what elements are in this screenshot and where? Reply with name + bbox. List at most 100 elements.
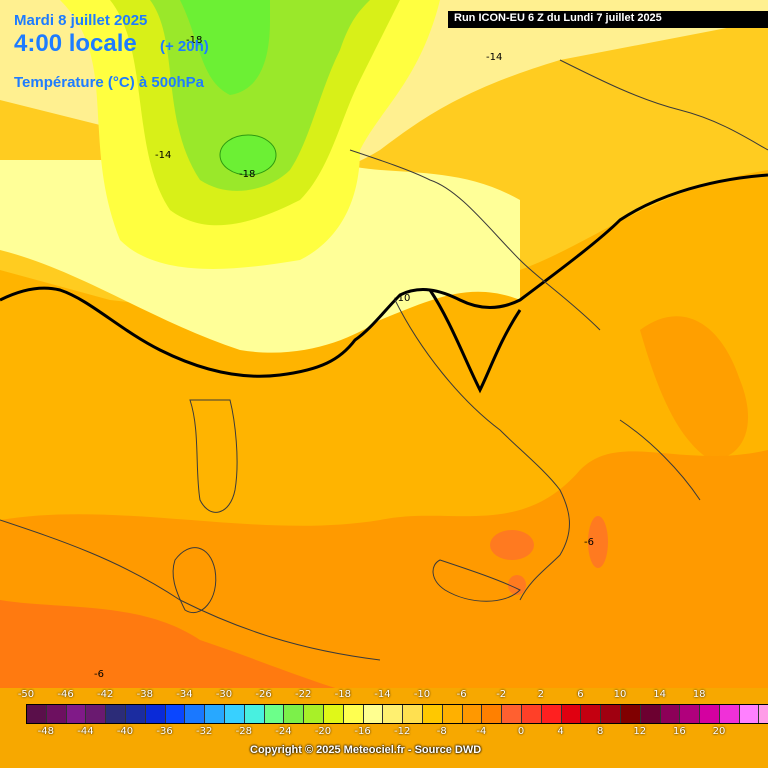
color-swatch (106, 705, 126, 723)
run-info: Run ICON-EU 6 Z du Lundi 7 juillet 2025 (454, 12, 662, 24)
color-swatch (581, 705, 602, 723)
scale-label-top: -42 (97, 689, 114, 700)
parameter-title: Température (°C) à 500hPa (14, 74, 204, 91)
color-swatch (502, 705, 522, 723)
orange-patch-balkans (640, 316, 749, 460)
color-swatch (422, 705, 443, 723)
color-swatch (125, 705, 146, 723)
legend-background (0, 688, 768, 768)
scale-label-top: -14 (374, 689, 391, 700)
color-swatch (759, 705, 768, 723)
color-swatch (363, 705, 384, 723)
color-swatch (482, 705, 503, 723)
color-swatch (700, 705, 720, 723)
forecast-date: Mardi 8 juillet 2025 (14, 12, 148, 29)
warm-patch-ionian (588, 516, 608, 568)
forecast-lead-time: (+ 20h) (160, 38, 209, 55)
color-swatch (383, 705, 404, 723)
color-swatch (27, 705, 47, 723)
scale-label-bottom: 12 (633, 726, 647, 737)
color-swatch (224, 705, 245, 723)
scale-label-top: -18 (334, 689, 351, 700)
scale-label-top: -50 (17, 689, 35, 700)
scale-label-bottom: 8 (597, 726, 604, 737)
color-swatch (660, 705, 681, 723)
color-scale-bar (26, 704, 768, 724)
contour-label: -6 (584, 537, 594, 548)
contour-label: -10 (394, 293, 410, 304)
contour-label: -14 (486, 52, 502, 63)
cold-core-north (180, 0, 270, 95)
color-swatch (541, 705, 562, 723)
contour-label: -18 (186, 35, 202, 46)
color-swatch (521, 705, 542, 723)
color-swatch (601, 705, 621, 723)
copyright-notice: Copyright © 2025 Meteociel.fr - Source D… (250, 744, 482, 756)
isotherm-minus10-italy (428, 289, 522, 394)
warm-patch-tyrrhenian (490, 530, 534, 560)
run-info-bar (448, 11, 768, 28)
color-swatch (640, 705, 661, 723)
color-swatch (719, 705, 740, 723)
scale-label-bottom: 16 (673, 726, 686, 737)
color-swatch (442, 705, 463, 723)
color-swatch (323, 705, 344, 723)
scale-label-bottom: -48 (37, 726, 54, 737)
scale-label-top: -6 (456, 689, 467, 700)
color-swatch (185, 705, 206, 723)
scale-label-bottom: 0 (517, 726, 525, 737)
coastlines (0, 59, 768, 661)
contour-label: -6 (94, 669, 104, 680)
scale-label-top: -46 (57, 689, 74, 700)
color-swatch (403, 705, 423, 723)
scale-label-top: -2 (496, 689, 507, 700)
color-swatch (343, 705, 364, 723)
scale-label-bottom: 20 (712, 726, 726, 737)
scale-label-bottom: -28 (235, 726, 252, 737)
scale-label-top: 6 (577, 689, 584, 700)
contour-label: -18 (239, 169, 255, 180)
scale-label-top: 14 (653, 689, 666, 700)
scale-label-bottom: -40 (116, 726, 134, 737)
color-swatch (145, 705, 166, 723)
scale-label-top: -34 (176, 689, 193, 700)
scale-label-bottom: -36 (156, 726, 173, 737)
scale-label-bottom: -24 (275, 726, 292, 737)
color-swatch (46, 705, 67, 723)
scale-label-top: 18 (692, 689, 706, 700)
cold-core-center (219, 134, 277, 176)
scale-label-bottom: -44 (77, 726, 94, 737)
contour-label: -14 (155, 150, 171, 161)
scale-label-bottom: -12 (394, 726, 411, 737)
color-swatch (620, 705, 641, 723)
color-swatch (264, 705, 285, 723)
color-swatch (205, 705, 225, 723)
forecast-time: 4:00 locale (14, 30, 137, 57)
scale-label-bottom: 4 (557, 726, 564, 737)
color-swatch (304, 705, 324, 723)
red-orange-region (0, 600, 380, 700)
color-swatch (284, 705, 305, 723)
scale-label-bottom: -16 (354, 726, 371, 737)
color-swatch (86, 705, 107, 723)
scale-label-top: 2 (537, 689, 544, 700)
warm-patch-sicily (508, 575, 526, 595)
scale-label-top: -30 (215, 689, 233, 700)
scale-label-top: -26 (255, 689, 272, 700)
color-swatch (462, 705, 483, 723)
scale-label-top: -10 (413, 689, 431, 700)
color-swatch (244, 705, 265, 723)
color-swatch (66, 705, 87, 723)
color-swatch (165, 705, 186, 723)
scale-label-top: -38 (136, 689, 153, 700)
scale-label-bottom: -20 (314, 726, 332, 737)
isotherm-minus10 (0, 173, 768, 378)
scale-label-bottom: -32 (196, 726, 213, 737)
scale-label-bottom: -8 (436, 726, 447, 737)
color-swatch (739, 705, 760, 723)
color-swatch (561, 705, 582, 723)
scale-label-bottom: -4 (476, 726, 487, 737)
scale-label-top: 10 (613, 689, 627, 700)
color-swatch (680, 705, 701, 723)
